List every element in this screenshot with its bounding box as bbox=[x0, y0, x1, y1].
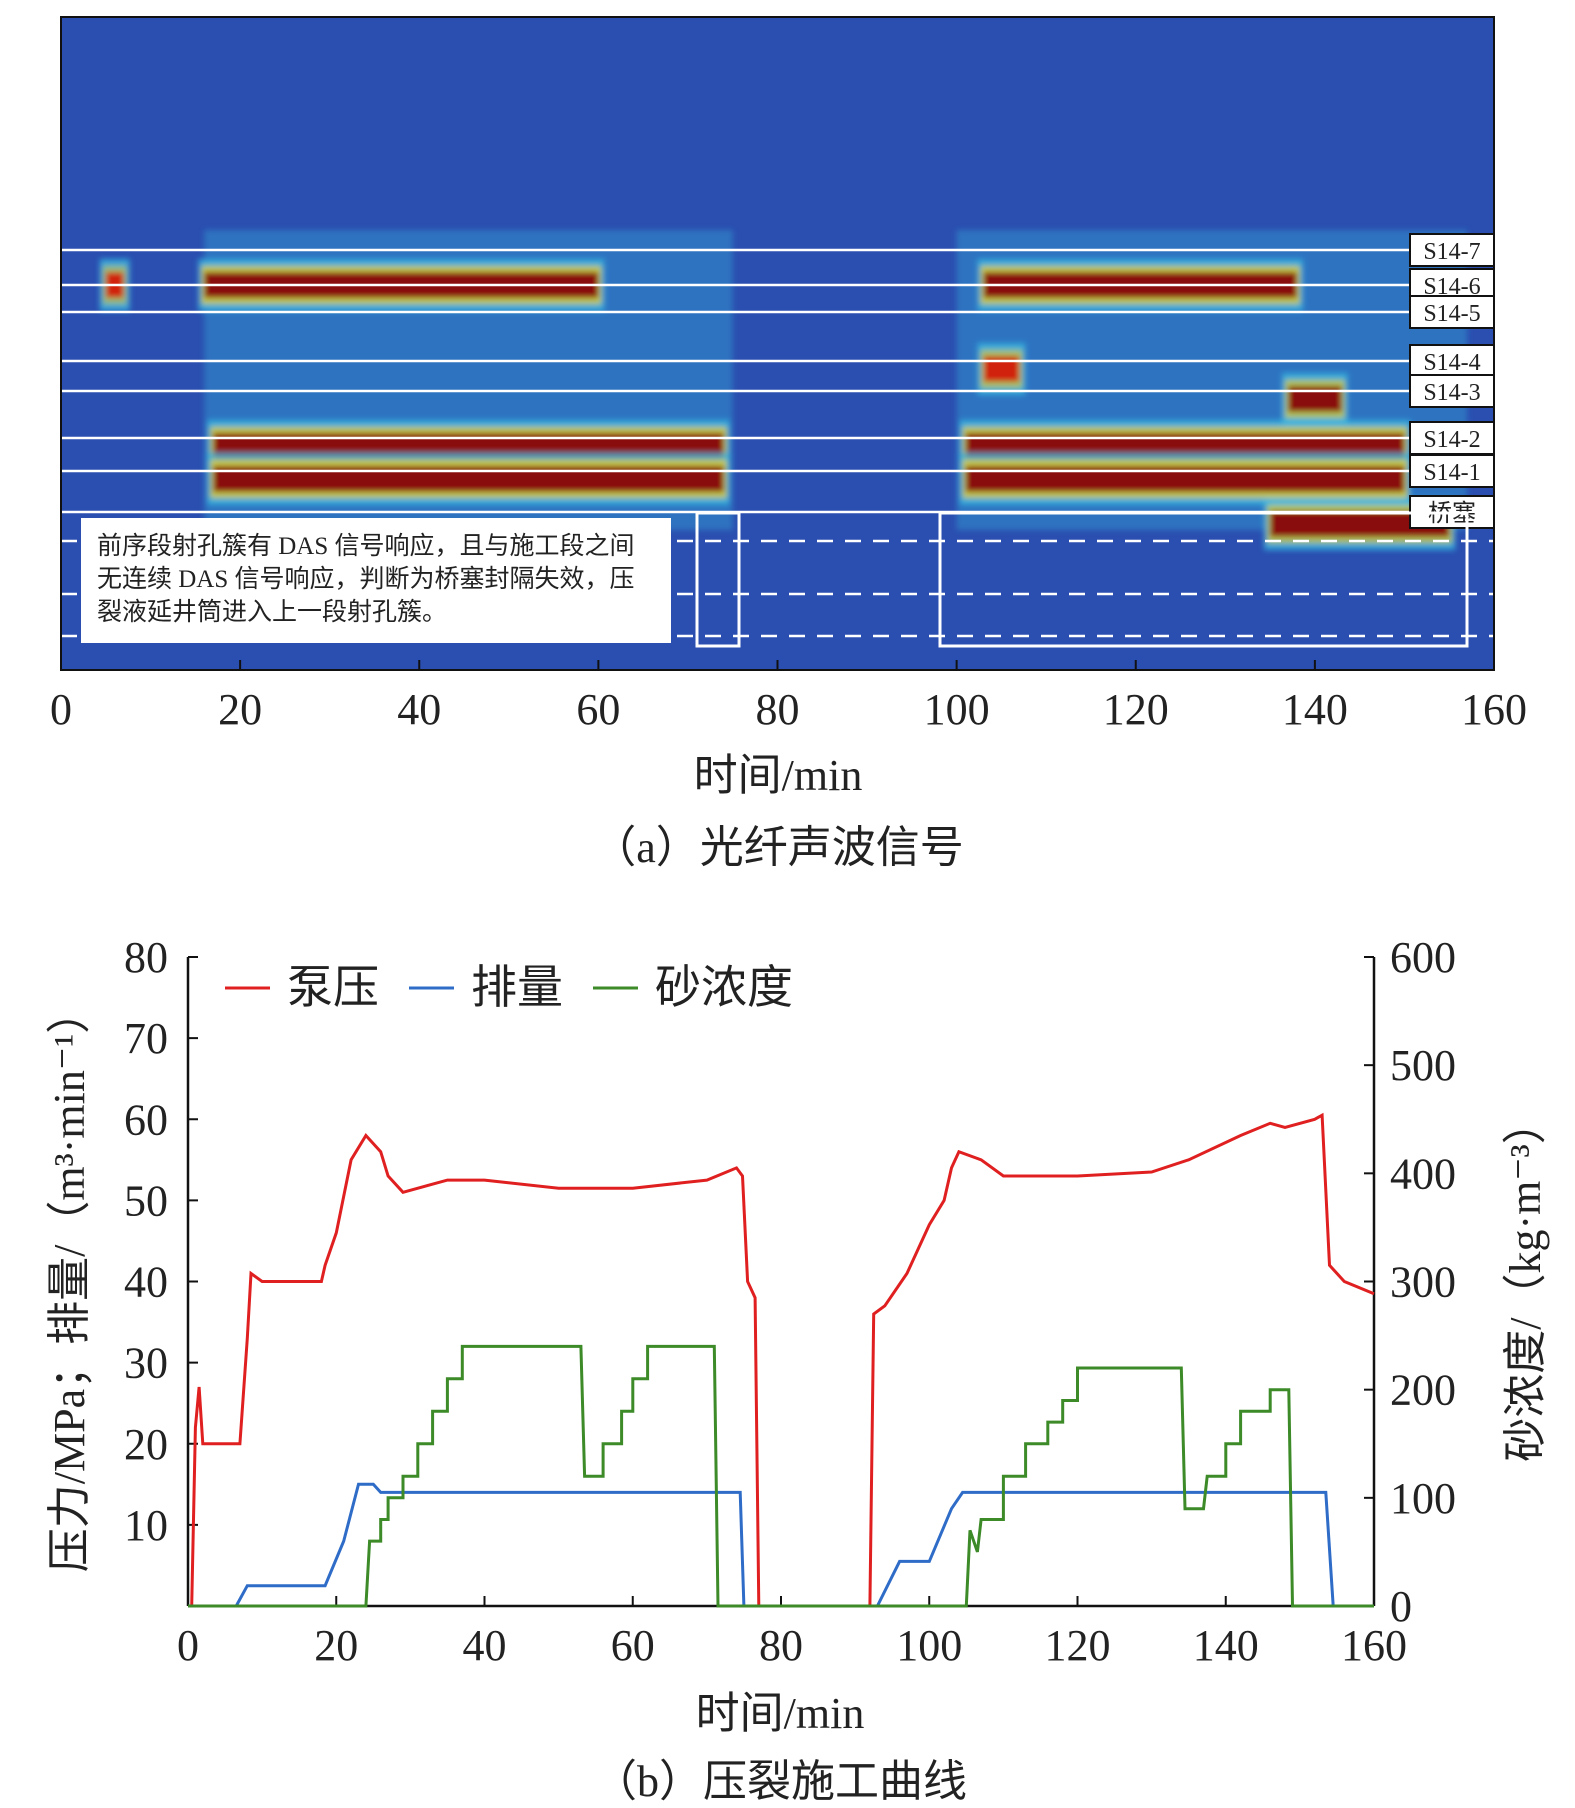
x-tick-label: 140 bbox=[1282, 685, 1348, 734]
y2-tick-label: 600 bbox=[1390, 933, 1456, 982]
highlight-box-small bbox=[695, 511, 741, 648]
stage-label-box bbox=[1409, 233, 1495, 267]
chart-xlabel: 时间/min bbox=[696, 1689, 865, 1738]
stage-label: S14-4 bbox=[1423, 350, 1480, 376]
x-tick-label: 80 bbox=[759, 1621, 803, 1670]
x-tick-label: 60 bbox=[611, 1621, 655, 1670]
stage-label-box bbox=[1409, 374, 1495, 408]
y-tick-label: 40 bbox=[124, 1258, 168, 1307]
y-tick-label: 50 bbox=[124, 1176, 168, 1225]
left-axis-label: 压力/MPa；排量/（m³·min⁻¹） bbox=[45, 990, 94, 1573]
y-tick-label: 80 bbox=[124, 933, 168, 982]
stage-label: S14-2 bbox=[1423, 427, 1480, 453]
stage-label-box bbox=[1409, 344, 1495, 378]
x-tick-label: 140 bbox=[1193, 1621, 1259, 1670]
legend: 泵压 排量 砂浓度 bbox=[225, 962, 793, 1013]
right-axis-label: 砂浓度/（kg·m⁻³） bbox=[1501, 1100, 1550, 1462]
x-tick-label: 60 bbox=[576, 685, 620, 734]
y-tick-label: 70 bbox=[124, 1014, 168, 1063]
y2-tick-label: 0 bbox=[1390, 1582, 1412, 1631]
fracturing-curve-chart: 0 20 40 60 80 100 120 140 160 10 20 30 40 50 60 70 80 0 10… bbox=[45, 933, 1550, 1806]
x-tick-label: 120 bbox=[1045, 1621, 1111, 1670]
highlight-box-large bbox=[938, 511, 1469, 648]
annotation-box: 前序段射孔簇有 DAS 信号响应，且与施工段之间无连续 DAS 信号响应，判断为… bbox=[81, 518, 671, 643]
panel-a-caption: （a）光纤声波信号 bbox=[592, 823, 964, 872]
x-tick-label: 80 bbox=[756, 685, 800, 734]
y-tick-label: 20 bbox=[124, 1420, 168, 1469]
legend-label: 排量 bbox=[471, 962, 563, 1013]
legend-label: 泵压 bbox=[287, 962, 379, 1013]
y2-tick-label: 500 bbox=[1390, 1041, 1456, 1090]
panel-b-caption: （b）压裂施工曲线 bbox=[593, 1757, 967, 1806]
stage-label: S14-3 bbox=[1423, 380, 1480, 406]
x-tick-label: 40 bbox=[463, 1621, 507, 1670]
stage-label: S14-5 bbox=[1423, 301, 1480, 327]
y-tick-label: 60 bbox=[124, 1095, 168, 1144]
x-tick-label: 40 bbox=[397, 685, 441, 734]
x-tick-label: 20 bbox=[218, 685, 262, 734]
stage-label: S14-1 bbox=[1423, 460, 1480, 486]
series-line-pressure bbox=[190, 1112, 1375, 1608]
stage-label: S14-7 bbox=[1423, 239, 1480, 265]
x-tick-label: 120 bbox=[1103, 685, 1169, 734]
x-tick-label: 20 bbox=[314, 1621, 358, 1670]
x-tick-label: 100 bbox=[896, 1621, 962, 1670]
x-tick-label: 0 bbox=[177, 1621, 199, 1670]
x-tick-label: 160 bbox=[1461, 685, 1527, 734]
y2-tick-label: 200 bbox=[1390, 1366, 1456, 1415]
series-line-sand bbox=[188, 1344, 1374, 1608]
x-tick-label: 100 bbox=[924, 685, 990, 734]
legend-label: 砂浓度 bbox=[655, 962, 793, 1013]
y2-tick-label: 100 bbox=[1390, 1474, 1456, 1523]
x-tick-label: 0 bbox=[50, 685, 72, 734]
y-tick-label: 10 bbox=[124, 1501, 168, 1550]
stage-label-box bbox=[1409, 295, 1495, 329]
series-line-rate bbox=[188, 1482, 1374, 1608]
stage-label-box bbox=[1409, 421, 1495, 455]
x-tick-label: 160 bbox=[1341, 1621, 1407, 1670]
heatmap-xlabel: 时间/min bbox=[694, 751, 863, 800]
y2-tick-label: 300 bbox=[1390, 1258, 1456, 1307]
y-tick-label: 30 bbox=[124, 1339, 168, 1388]
stage-label-box bbox=[1409, 454, 1495, 488]
y2-tick-label: 400 bbox=[1390, 1149, 1456, 1198]
